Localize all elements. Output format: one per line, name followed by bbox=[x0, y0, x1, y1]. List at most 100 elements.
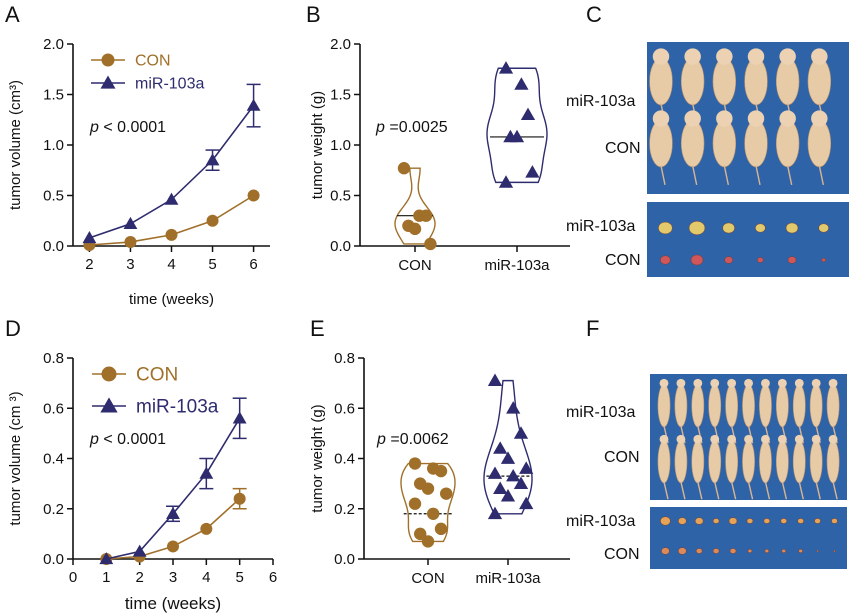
tumor bbox=[678, 517, 687, 525]
data-point bbox=[421, 482, 435, 495]
mouse-head bbox=[676, 378, 686, 388]
mouse-head bbox=[727, 434, 737, 444]
tumor bbox=[757, 257, 764, 263]
data-point bbox=[232, 411, 247, 424]
x-tick-label: 1 bbox=[102, 569, 110, 586]
violin-outline bbox=[400, 462, 456, 543]
mouse-body bbox=[725, 440, 739, 484]
mouse-head bbox=[828, 378, 838, 388]
tumors-image bbox=[658, 220, 829, 266]
y-tick-label: 2.0 bbox=[43, 36, 64, 53]
data-point bbox=[199, 466, 214, 479]
data-point bbox=[164, 192, 179, 205]
y-axis-label: tumor volume (cm³) bbox=[7, 80, 24, 210]
tumor bbox=[764, 549, 770, 553]
y-tick-label: 1.5 bbox=[330, 87, 351, 104]
p-value-annotation: p < 0.0001 bbox=[89, 119, 166, 136]
mouse-body bbox=[691, 440, 705, 484]
photo-label: miR-103a bbox=[566, 404, 636, 421]
data-point bbox=[233, 492, 246, 505]
mouse-head bbox=[747, 48, 765, 65]
x-tick-label: CON bbox=[411, 570, 444, 587]
data-point bbox=[166, 506, 180, 519]
mouse-photo-c-top bbox=[647, 42, 849, 194]
data-point bbox=[124, 235, 137, 248]
mouse-head bbox=[716, 110, 733, 127]
mouse-head bbox=[693, 378, 703, 388]
mouse-body bbox=[792, 440, 806, 484]
photo-label: miR-103a bbox=[566, 93, 636, 110]
tumor bbox=[678, 547, 687, 555]
panel-letter: A bbox=[5, 2, 20, 27]
legend-label: CON bbox=[136, 365, 178, 386]
x-tick-label: 3 bbox=[169, 569, 177, 586]
y-tick-label: 0.5 bbox=[330, 188, 351, 205]
x-tick-label: CON bbox=[398, 257, 431, 274]
mouse-body bbox=[744, 119, 768, 168]
panel-letter: D bbox=[5, 316, 21, 341]
mouse-head bbox=[676, 434, 686, 444]
tumor bbox=[755, 223, 766, 233]
mouse-body bbox=[826, 440, 840, 484]
mouse-body bbox=[712, 57, 737, 106]
tumor bbox=[712, 548, 720, 554]
mouse-body bbox=[792, 384, 806, 428]
x-tick-label: 4 bbox=[202, 569, 210, 586]
mouse-head bbox=[716, 48, 733, 65]
mouse-body bbox=[809, 384, 823, 428]
tumor bbox=[729, 548, 737, 554]
mouse-tail bbox=[680, 481, 686, 500]
p-symbol: p bbox=[89, 119, 99, 136]
data-point bbox=[427, 507, 440, 520]
tumor-photo-f-bottom bbox=[650, 507, 847, 569]
mouse-body bbox=[674, 440, 688, 484]
mouse-tail bbox=[832, 481, 838, 500]
mouse-head bbox=[710, 378, 720, 388]
data-point bbox=[434, 464, 448, 478]
p-value-annotation: p =0.0062 bbox=[376, 431, 449, 448]
tumor bbox=[747, 549, 753, 553]
data-point bbox=[424, 237, 437, 251]
mouse-body bbox=[775, 384, 789, 428]
violin-outline bbox=[483, 379, 533, 515]
mouse-body bbox=[712, 119, 737, 168]
y-tick-label: 0.5 bbox=[43, 188, 64, 205]
data-point bbox=[498, 175, 514, 188]
tumor bbox=[785, 222, 799, 234]
data-point bbox=[513, 426, 529, 439]
data-point bbox=[500, 489, 516, 502]
y-tick-label: 0.0 bbox=[330, 238, 351, 255]
mouse-photo-f-top bbox=[650, 374, 847, 500]
y-tick-label: 2.0 bbox=[330, 36, 351, 53]
panel-letter: E bbox=[310, 316, 325, 341]
p-symbol: p bbox=[376, 431, 386, 448]
mouse-head bbox=[777, 378, 787, 388]
mouse-head bbox=[744, 378, 753, 388]
y-tick-label: 0.4 bbox=[43, 451, 64, 468]
data-point bbox=[165, 228, 178, 241]
data-point bbox=[520, 107, 536, 121]
mouse-head bbox=[811, 378, 821, 388]
mouse-body bbox=[759, 384, 772, 428]
tumor bbox=[816, 549, 819, 553]
tumor bbox=[798, 549, 803, 553]
x-tick-label: miR-103a bbox=[475, 570, 541, 587]
tumor bbox=[781, 549, 786, 553]
y-axis-label: tumor weight (g) bbox=[309, 91, 326, 199]
mouse-head bbox=[779, 48, 796, 65]
mouse-body bbox=[708, 440, 722, 484]
tumor bbox=[780, 518, 787, 524]
mouse-head bbox=[684, 48, 701, 65]
mouse-head bbox=[659, 378, 669, 388]
data-point bbox=[205, 153, 220, 166]
mouse-body bbox=[649, 119, 673, 168]
mouse-tail bbox=[747, 481, 754, 500]
tumor bbox=[724, 256, 733, 264]
tumor-photo-c-bottom bbox=[647, 202, 849, 277]
tumor bbox=[746, 518, 754, 524]
y-tick-label: 1.0 bbox=[43, 137, 64, 154]
mouse-head bbox=[710, 434, 720, 444]
mouse-tail bbox=[764, 481, 771, 500]
y-tick-label: 0.2 bbox=[43, 501, 64, 518]
data-point bbox=[419, 209, 433, 222]
